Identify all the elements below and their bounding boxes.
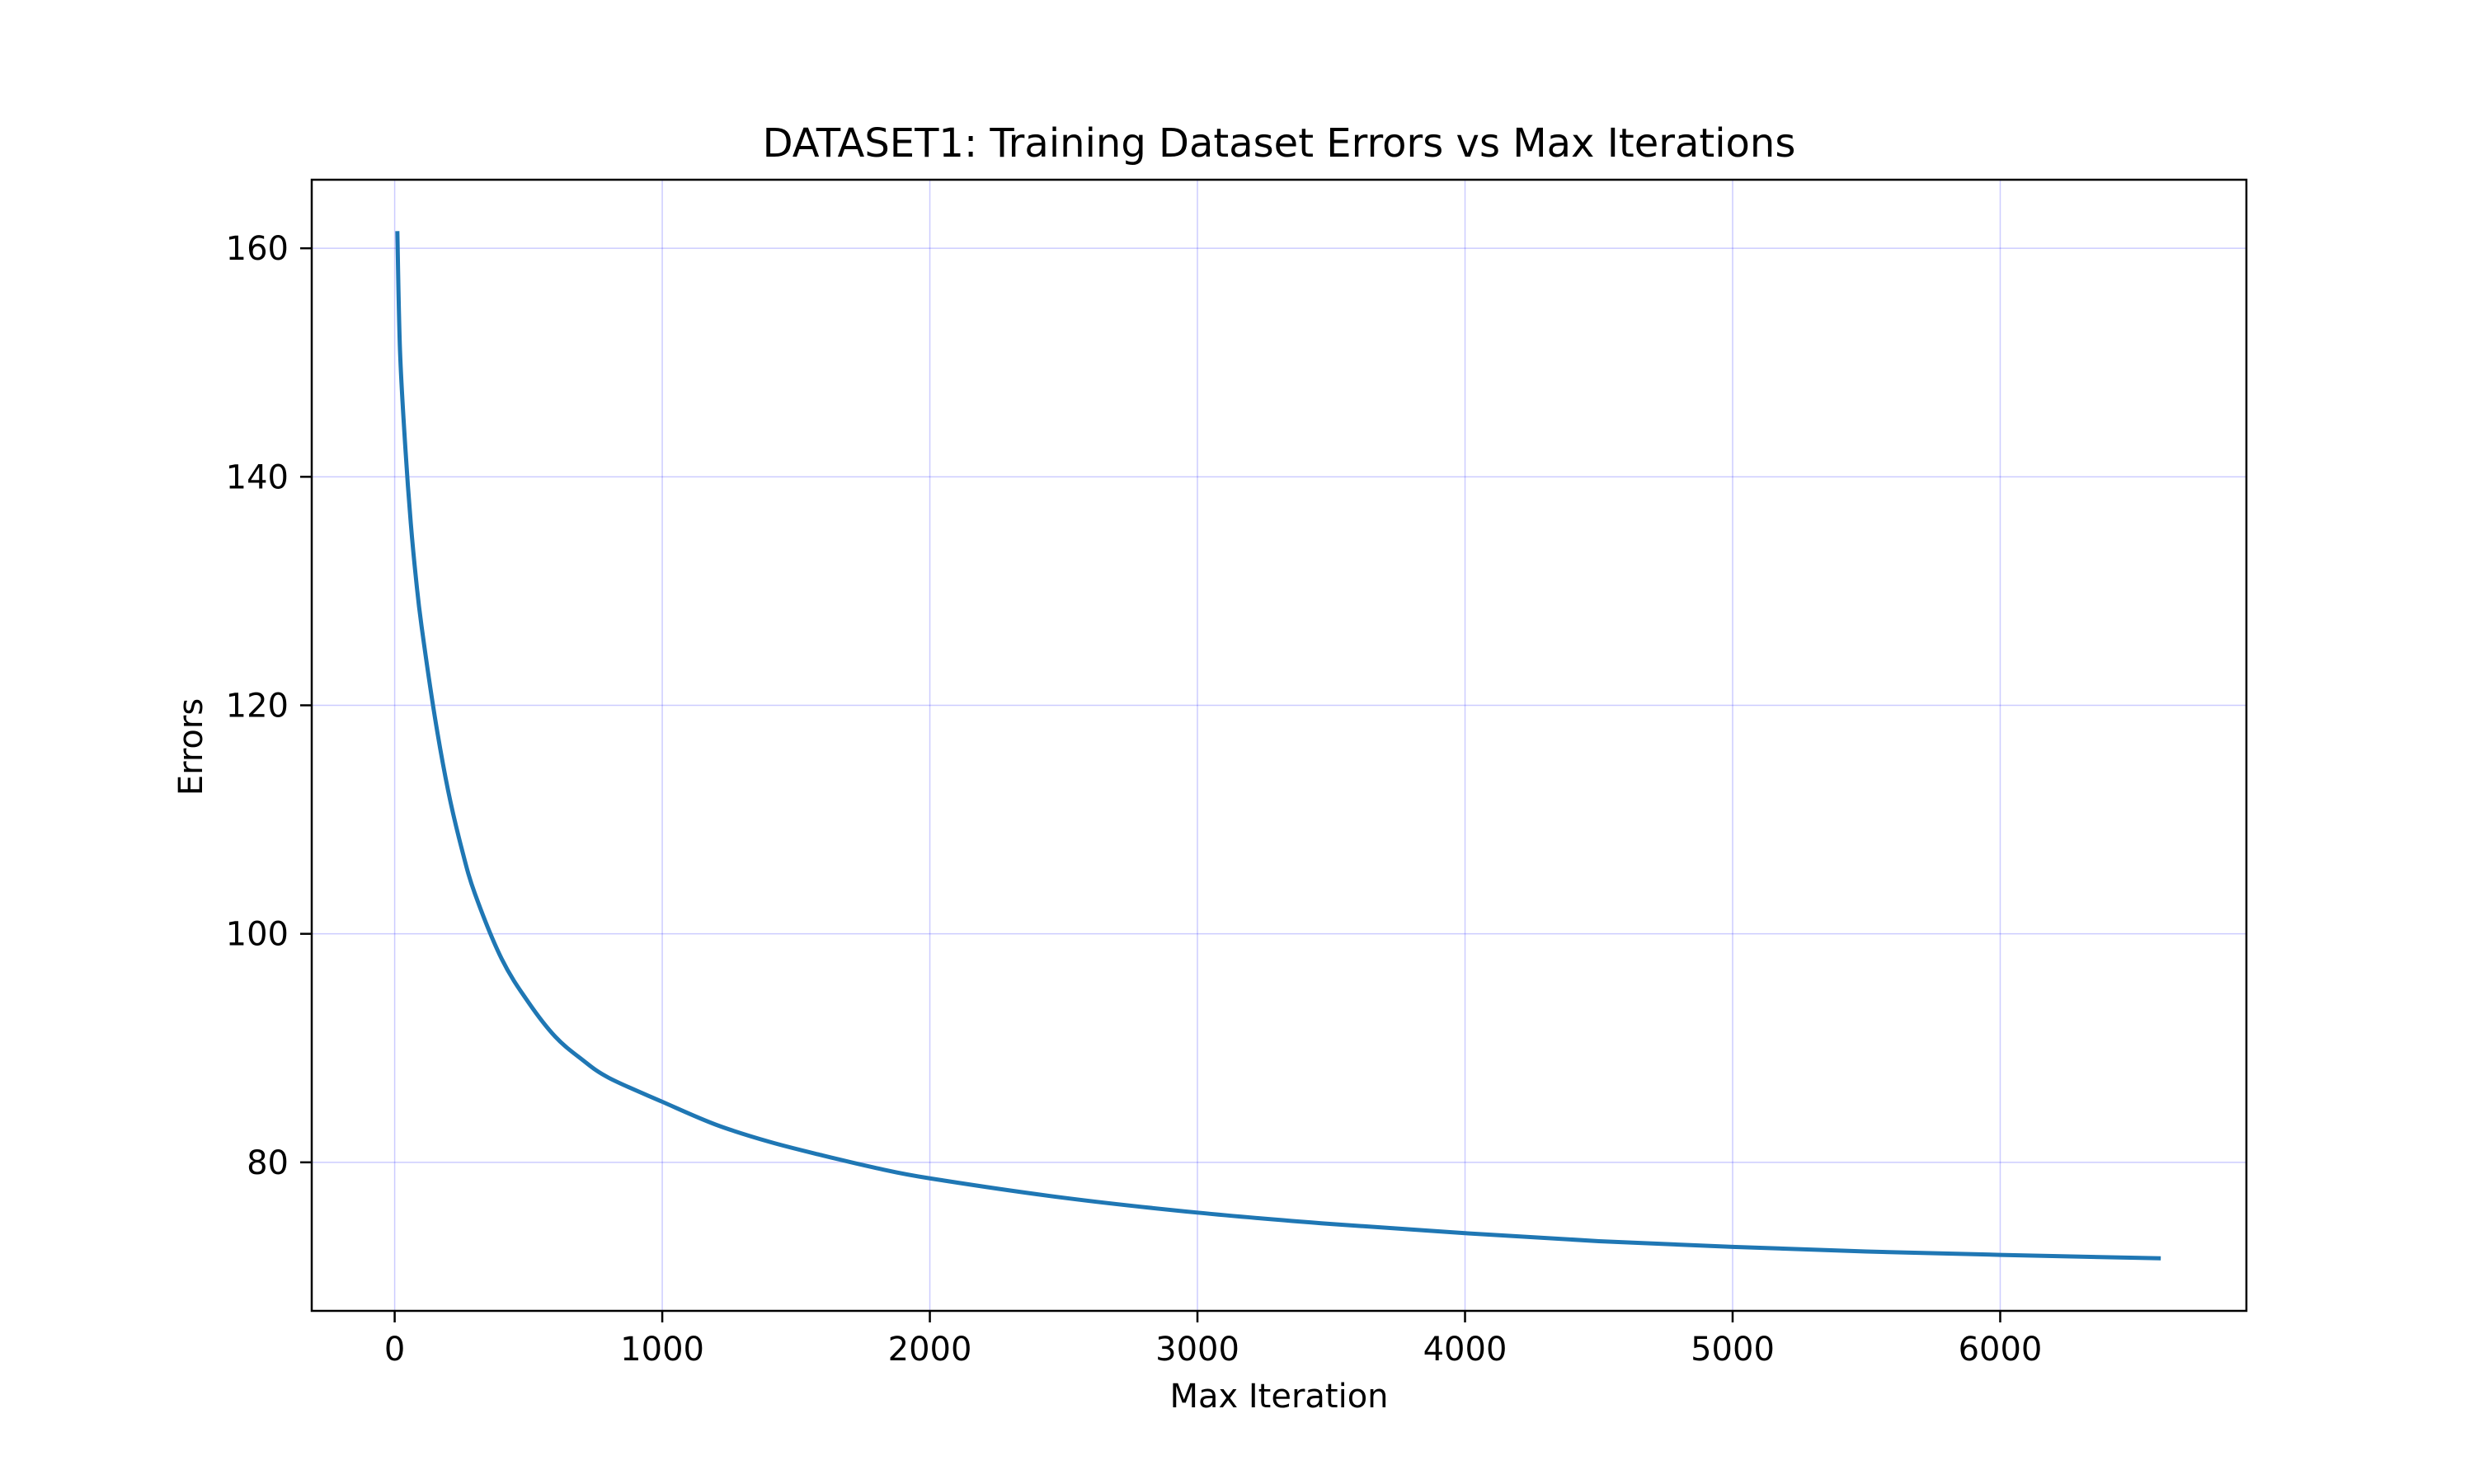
x-tick-label: 2000 bbox=[888, 1331, 972, 1369]
data-series bbox=[395, 231, 2161, 1261]
x-axis-ticks: 0 1000 2000 3000 4000 5000 6000 bbox=[384, 1311, 2043, 1369]
y-tick-label: 100 bbox=[226, 916, 289, 954]
x-tick-label: 6000 bbox=[1959, 1331, 2043, 1369]
y-tick-label: 140 bbox=[226, 458, 289, 496]
x-tick-label: 1000 bbox=[620, 1331, 704, 1369]
y-tick-label: 120 bbox=[226, 687, 289, 725]
x-tick-label: 5000 bbox=[1691, 1331, 1775, 1369]
x-axis-label: Max Iteration bbox=[1169, 1378, 1388, 1416]
series-line bbox=[395, 231, 2161, 1261]
plot-frame bbox=[310, 178, 2248, 1313]
y-axis-ticks: 80 100 120 140 160 bbox=[226, 230, 312, 1182]
y-axis-label: Errors bbox=[172, 698, 210, 796]
y-tick-label: 160 bbox=[226, 230, 289, 268]
chart-title: DATASET1: Training Dataset Errors vs Max… bbox=[763, 120, 1796, 167]
x-tick-label: 3000 bbox=[1155, 1331, 1239, 1369]
x-tick-label: 0 bbox=[384, 1331, 405, 1369]
x-tick-label: 4000 bbox=[1423, 1331, 1507, 1369]
grid bbox=[312, 180, 2246, 1311]
y-tick-label: 80 bbox=[247, 1144, 289, 1182]
